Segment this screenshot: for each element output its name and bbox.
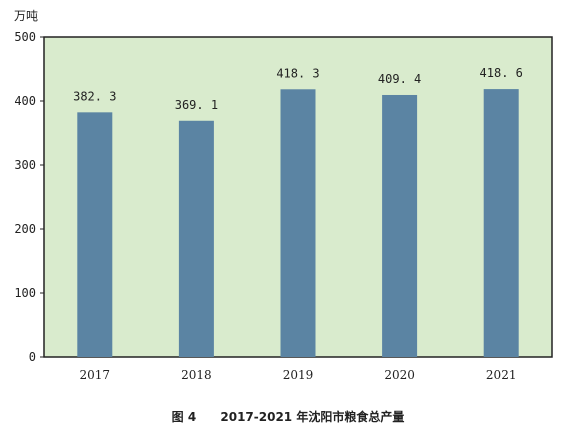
- y-tick-label: 300: [14, 158, 36, 172]
- data-label-2017: 382. 3: [73, 89, 116, 103]
- x-tick-label: 2019: [283, 368, 314, 382]
- bar-2019: [280, 89, 316, 358]
- figure-title: 2017-2021 年沈阳市粮食总产量: [220, 410, 405, 424]
- bar-2018: [178, 120, 214, 357]
- data-label-2019: 418. 3: [276, 66, 319, 80]
- bar-2017: [77, 112, 113, 357]
- figure-number: 图 4: [171, 410, 197, 424]
- y-tick-label: 100: [14, 286, 36, 300]
- data-label-2018: 369. 1: [175, 98, 218, 112]
- y-tick-label: 400: [14, 94, 36, 108]
- x-tick-label: 2018: [181, 368, 212, 382]
- bar-chart: 382. 3 369. 1 418. 3 409. 4 418. 6 0 100 200 30…: [14, 9, 553, 382]
- bar-2020: [382, 94, 418, 357]
- data-label-2020: 409. 4: [378, 72, 421, 86]
- x-tick-label: 2020: [384, 368, 415, 382]
- y-tick-label: 200: [14, 222, 36, 236]
- y-unit-label: 万吨: [14, 9, 38, 23]
- figure-caption: 图 4 2017-2021 年沈阳市粮食总产量: [0, 408, 576, 425]
- y-tick-label: 0: [29, 350, 36, 364]
- data-label-2021: 418. 6: [480, 66, 523, 80]
- y-tick-label: 500: [14, 30, 36, 44]
- x-tick-label: 2017: [80, 368, 111, 382]
- x-tick-label: 2021: [486, 368, 517, 382]
- bar-2021: [483, 89, 519, 357]
